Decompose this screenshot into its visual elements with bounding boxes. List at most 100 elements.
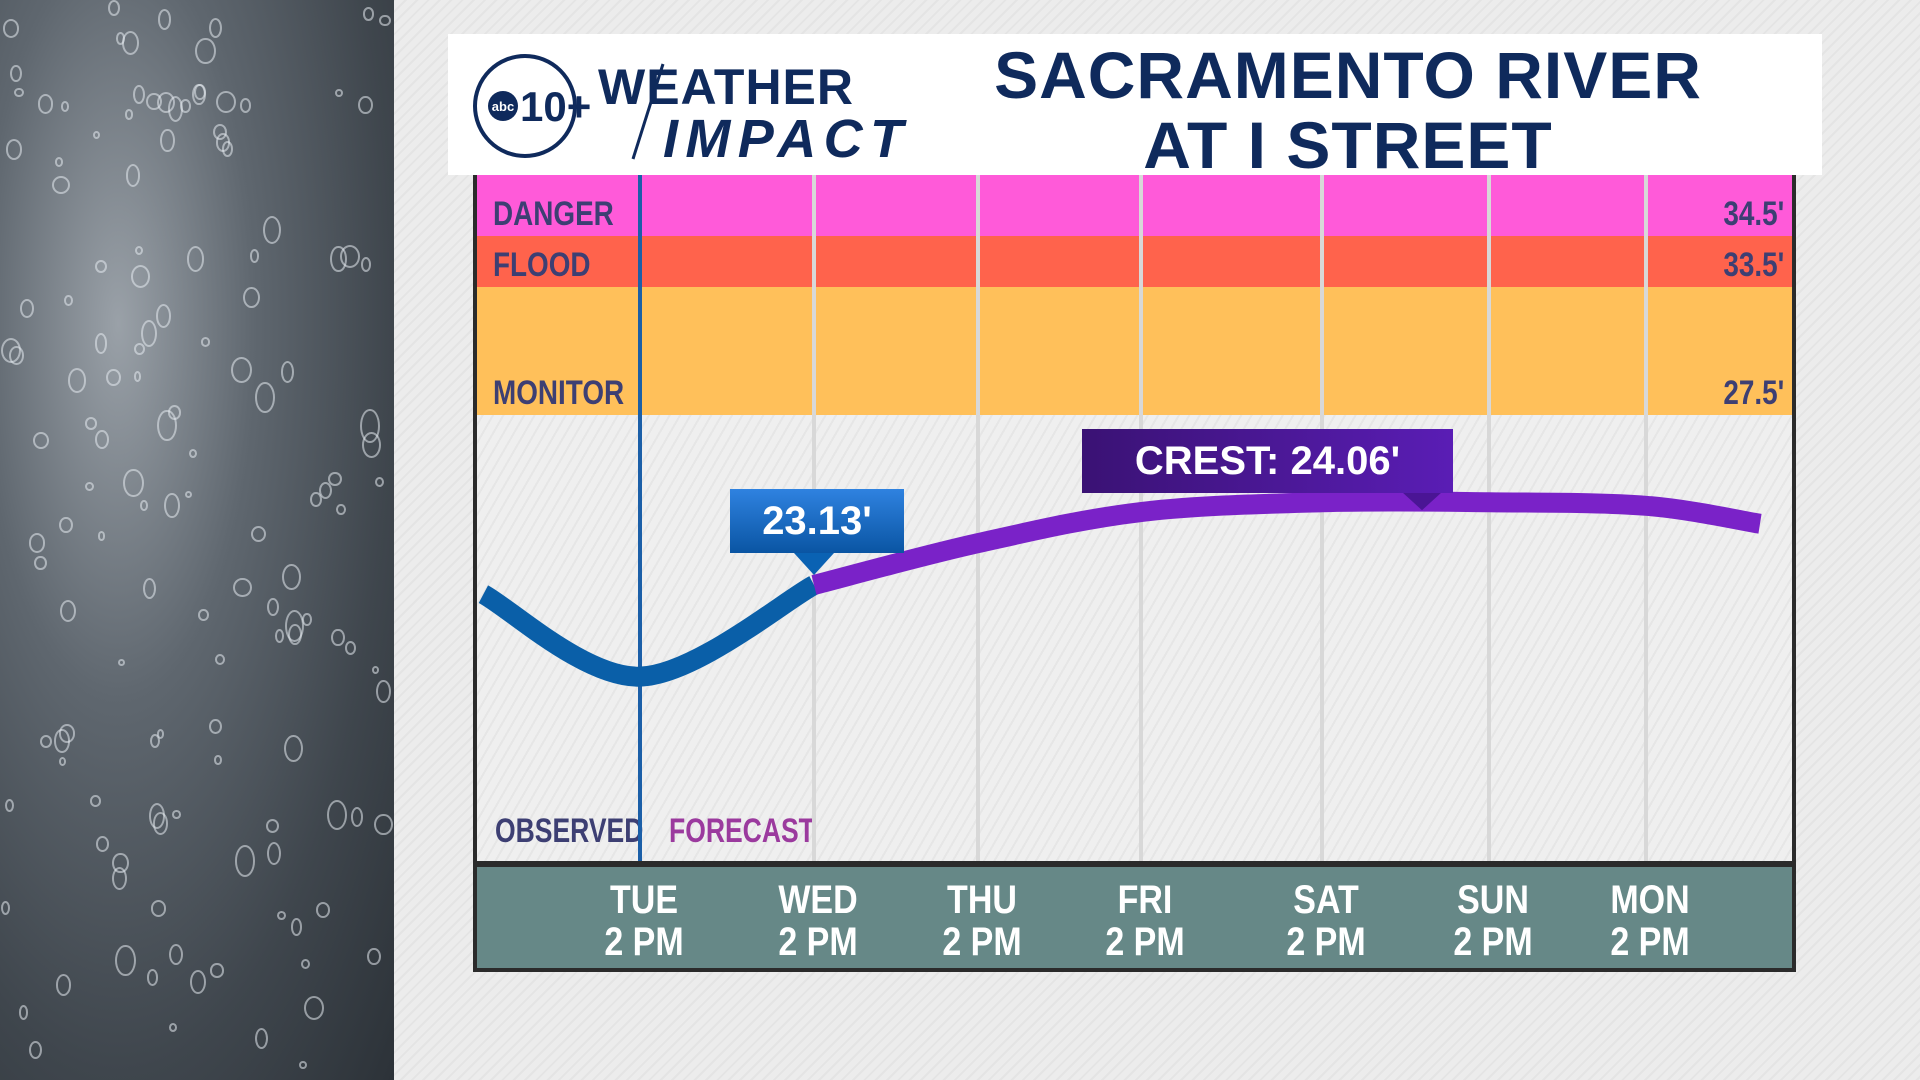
raindrop (61, 101, 70, 112)
raindrop (242, 286, 260, 309)
crest-text: CREST: 24.06' (1134, 439, 1401, 483)
raindrop (328, 472, 342, 487)
raindrop (315, 902, 331, 919)
raindrop (51, 176, 70, 195)
raindrop (14, 87, 24, 97)
crest-label: CREST: 24.06' (1082, 429, 1453, 493)
raindrop (106, 369, 121, 387)
x-tick-label: TUE 2 PM (576, 879, 712, 963)
raindrop (379, 15, 391, 27)
raindrop (1, 900, 11, 916)
raindrop (28, 1040, 42, 1060)
tick-time: 2 PM (1105, 920, 1185, 964)
raindrop (376, 679, 391, 704)
raindrop (37, 94, 54, 114)
raindrop (283, 734, 303, 763)
raindrop (326, 799, 347, 830)
raindrop (254, 1028, 268, 1050)
raindrop (310, 492, 322, 508)
series-line-observed (478, 576, 819, 687)
raindrop (5, 139, 23, 161)
raindrop (67, 368, 87, 393)
tick-day: WED (778, 878, 858, 922)
raindrop (275, 629, 284, 644)
tick-time: 2 PM (604, 920, 684, 964)
river-stage-chart: DANGER 34.5' FLOOD 33.5' MONITOR 27.5' O… (473, 175, 1796, 972)
current-level-text: 23.13' (762, 499, 872, 543)
raindrop (350, 806, 363, 827)
tick-day: TUE (610, 878, 678, 922)
raindrop (140, 319, 157, 347)
raindrop (172, 810, 181, 819)
raindrop (215, 132, 231, 152)
monitor-band: MONITOR 27.5' (477, 287, 1792, 415)
raindrop (363, 7, 375, 21)
raindrop (146, 969, 158, 986)
x-tick-label: MON 2 PM (1582, 879, 1718, 963)
raindrop (288, 623, 303, 646)
raindrop (185, 490, 193, 498)
raindrop (371, 666, 379, 674)
svg-text:abc: abc (492, 99, 514, 114)
raindrop (280, 361, 295, 384)
raindrop (303, 995, 325, 1020)
raindrop (214, 653, 226, 665)
raindrop (156, 304, 172, 329)
raindrop (266, 819, 280, 834)
tick-time: 2 PM (778, 920, 858, 964)
raindrop (143, 577, 157, 600)
raindrop (276, 910, 286, 920)
raindrop (149, 733, 160, 749)
x-tick-label: WED 2 PM (750, 879, 886, 963)
raindrop (157, 410, 177, 442)
danger-label: DANGER (493, 195, 614, 233)
raindrop (318, 482, 332, 500)
forecast-label: FORECAST (669, 812, 815, 850)
raindrop (148, 803, 165, 829)
svg-text:WEATHER: WEATHER (598, 59, 853, 115)
flood-label: FLOOD (493, 246, 591, 284)
tick-time: 2 PM (942, 920, 1022, 964)
title-line-2: AT I STREET (1143, 108, 1553, 182)
raindrop (117, 658, 125, 667)
raindrop (59, 516, 73, 534)
raindrop (124, 109, 134, 120)
raindrop (334, 88, 343, 98)
series-line-forecast (811, 491, 1762, 595)
annotation-pointer (794, 553, 834, 575)
raindrop (156, 728, 165, 739)
raindrop (123, 468, 144, 498)
raindrop (335, 503, 347, 516)
raindrop (134, 343, 145, 356)
x-tick-label: FRI 2 PM (1077, 879, 1213, 963)
tick-day: SUN (1457, 878, 1529, 922)
raindrop (60, 599, 77, 623)
raindrop (58, 756, 67, 767)
raindrop (107, 0, 121, 17)
raindrop (95, 430, 110, 449)
raindrop (291, 918, 303, 936)
raindrop (163, 492, 180, 519)
danger-value: 34.5' (1723, 195, 1784, 233)
raindrop (130, 265, 151, 289)
flood-band: FLOOD 33.5' (477, 236, 1792, 287)
raindrop (95, 259, 108, 273)
raindrop (146, 93, 162, 111)
raindrop (339, 245, 361, 269)
x-tick-label: SUN 2 PM (1425, 879, 1561, 963)
annotation-pointer (1402, 492, 1442, 511)
x-tick-label: SAT 2 PM (1258, 879, 1394, 963)
raindrop (186, 246, 205, 272)
raindrop (251, 525, 267, 542)
raindrop (121, 30, 139, 55)
raindrop (157, 9, 172, 31)
raindrop (4, 798, 14, 812)
raindrop (112, 866, 128, 890)
raindrop (63, 294, 73, 307)
raindrop (214, 755, 222, 766)
x-axis: TUE 2 PM WED 2 PM THU 2 PM FRI 2 PM SAT 2 PM SUN 2 … (477, 861, 1792, 968)
raindrop (301, 958, 311, 969)
rain-window-photo (0, 0, 394, 1080)
raindrop (89, 795, 101, 807)
